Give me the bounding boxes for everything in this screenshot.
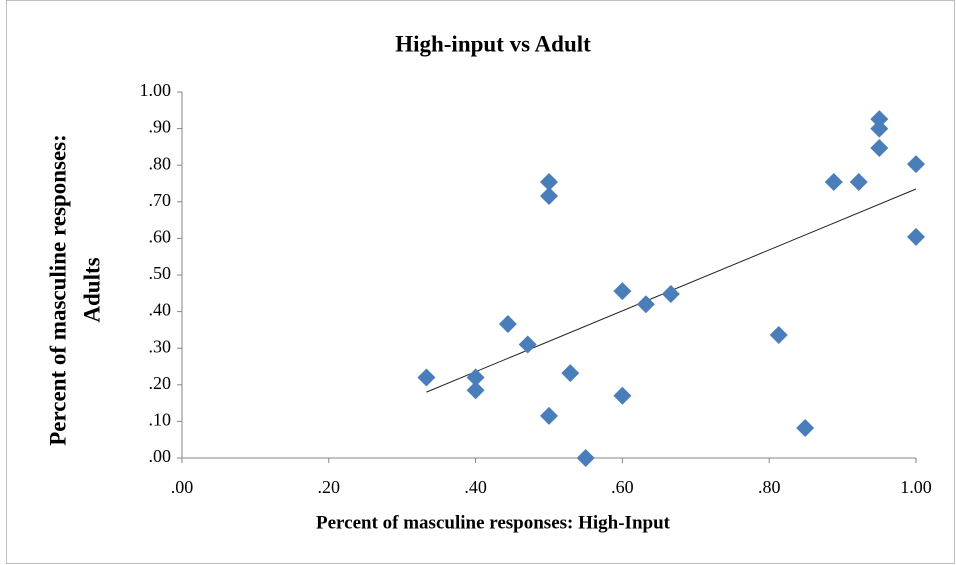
y-tick-label: .90 [149,117,172,137]
y-tick-label: .50 [149,263,172,283]
data-point [498,315,517,334]
y-tick-label: .40 [149,300,172,320]
y-axis-label-line: Adults [79,257,104,322]
data-point [613,282,632,301]
y-tick-label: .80 [149,153,172,173]
chart-frame [6,0,955,564]
x-tick-label: .00 [171,477,194,497]
data-point [613,386,632,405]
data-point [466,381,485,400]
data-point [769,326,788,345]
y-tick-label: .00 [149,446,172,466]
data-point [540,173,558,192]
x-axis-label: Percent of masculine responses: High-Inp… [316,512,671,533]
x-tick-label: .60 [611,477,634,497]
y-tick-label: .10 [149,410,172,430]
y-tick-label: .20 [149,373,172,393]
data-point [518,335,537,354]
data-point [540,186,558,205]
data-point [824,173,843,192]
data-point [849,173,868,192]
chart-title: High-input vs Adult [395,31,591,56]
x-tick-label: .40 [464,477,487,497]
data-point [466,368,485,387]
x-tick-label: 1.00 [900,477,932,497]
data-point [561,364,580,383]
data-point [907,227,925,246]
data-point [796,418,815,437]
y-tick-label: .70 [149,190,172,210]
data-point [907,155,925,174]
data-point [417,368,436,387]
data-point [576,449,595,467]
data-point [870,138,889,157]
x-tick-label: .80 [758,477,781,497]
data-point [540,406,558,425]
x-tick-label: .20 [318,477,341,497]
data-point [870,119,889,138]
data-point [636,295,655,314]
y-tick-label: .30 [149,336,172,356]
data-point [661,285,680,304]
data-point [870,110,889,129]
y-tick-label: .60 [149,227,172,247]
y-tick-label: 1.00 [140,80,172,100]
y-axis-label-line: Percent of masculine responses: [45,134,70,446]
y-axis-label: Percent of masculine responses: Adults [45,134,104,446]
